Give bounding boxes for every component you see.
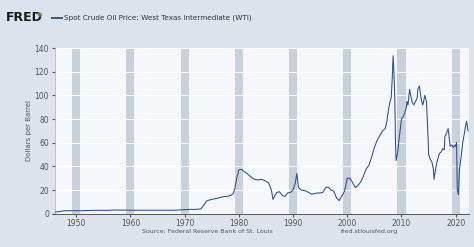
- Text: ✾: ✾: [37, 12, 43, 19]
- Text: Source: Federal Reserve Bank of St. Louis: Source: Federal Reserve Bank of St. Loui…: [142, 229, 273, 234]
- Text: Spot Crude Oil Price: West Texas Intermediate (WTI): Spot Crude Oil Price: West Texas Interme…: [64, 14, 252, 21]
- Bar: [72, 48, 80, 214]
- Text: fred.stlouisfed.org: fred.stlouisfed.org: [341, 229, 399, 234]
- Bar: [397, 48, 406, 214]
- Bar: [235, 48, 243, 214]
- Text: FRED: FRED: [6, 11, 43, 24]
- Bar: [343, 48, 351, 214]
- Bar: [452, 48, 460, 214]
- Bar: [127, 48, 135, 214]
- Bar: [181, 48, 189, 214]
- Bar: [289, 48, 297, 214]
- Y-axis label: Dollars per Barrel: Dollars per Barrel: [26, 101, 32, 161]
